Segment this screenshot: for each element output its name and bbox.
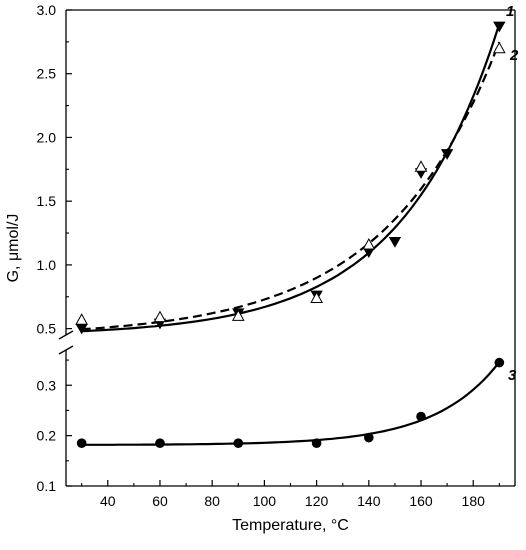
data-point xyxy=(494,357,505,368)
x-tick-label: 100 xyxy=(253,493,277,509)
x-tick-label: 60 xyxy=(152,493,168,509)
data-point xyxy=(440,149,454,160)
y-tick-label: 1.0 xyxy=(37,257,57,273)
data-point xyxy=(493,21,506,33)
y-tick-label: 3.0 xyxy=(37,2,57,18)
data-point xyxy=(310,291,323,304)
data-point xyxy=(492,41,506,54)
data-point xyxy=(388,237,402,248)
data-point xyxy=(75,313,89,325)
axes: 40 60 80 100 120 140 160 180 0.5 1.0 1.5 2.0 2.5 3.0 0… xyxy=(37,2,516,509)
y-axis-title: G, μmol/J xyxy=(5,214,22,283)
axis-break-mark xyxy=(58,345,74,355)
markers xyxy=(75,21,506,448)
series-curve xyxy=(81,41,501,331)
data-point xyxy=(155,438,165,448)
series-label: 1 xyxy=(506,3,514,20)
y-tick-label: 0.3 xyxy=(37,377,57,393)
x-tick-label: 180 xyxy=(462,493,486,509)
data-point xyxy=(76,438,87,448)
labels: 1 2 3 xyxy=(506,3,519,384)
data-point xyxy=(233,438,244,448)
x-tick-label: 140 xyxy=(357,493,381,509)
data-point xyxy=(416,411,426,422)
curves xyxy=(81,23,501,446)
x-tick-label: 40 xyxy=(100,493,116,509)
y-tick-label: 0.2 xyxy=(37,428,57,444)
data-point xyxy=(311,438,322,448)
y-tick-label: 2.0 xyxy=(37,129,57,145)
x-axis-title: Temperature, °C xyxy=(232,517,349,534)
y-tick-label: 2.5 xyxy=(37,66,57,82)
series-curve xyxy=(81,23,501,333)
data-point xyxy=(362,237,376,250)
x-tick-label: 120 xyxy=(305,493,329,509)
axis-break-mark xyxy=(58,330,74,340)
data-point xyxy=(364,432,374,443)
series-label: 3 xyxy=(508,367,517,384)
x-tick-label: 80 xyxy=(204,493,220,509)
data-point xyxy=(153,310,167,323)
data-point xyxy=(231,309,245,321)
x-tick-label: 160 xyxy=(409,493,433,509)
y-tick-label: 1.5 xyxy=(37,193,57,209)
data-point xyxy=(414,160,428,172)
series-curve xyxy=(81,361,501,446)
y-tick-label: 0.5 xyxy=(37,321,57,337)
series-label: 2 xyxy=(509,47,519,64)
y-tick-label: 0.1 xyxy=(37,478,57,494)
